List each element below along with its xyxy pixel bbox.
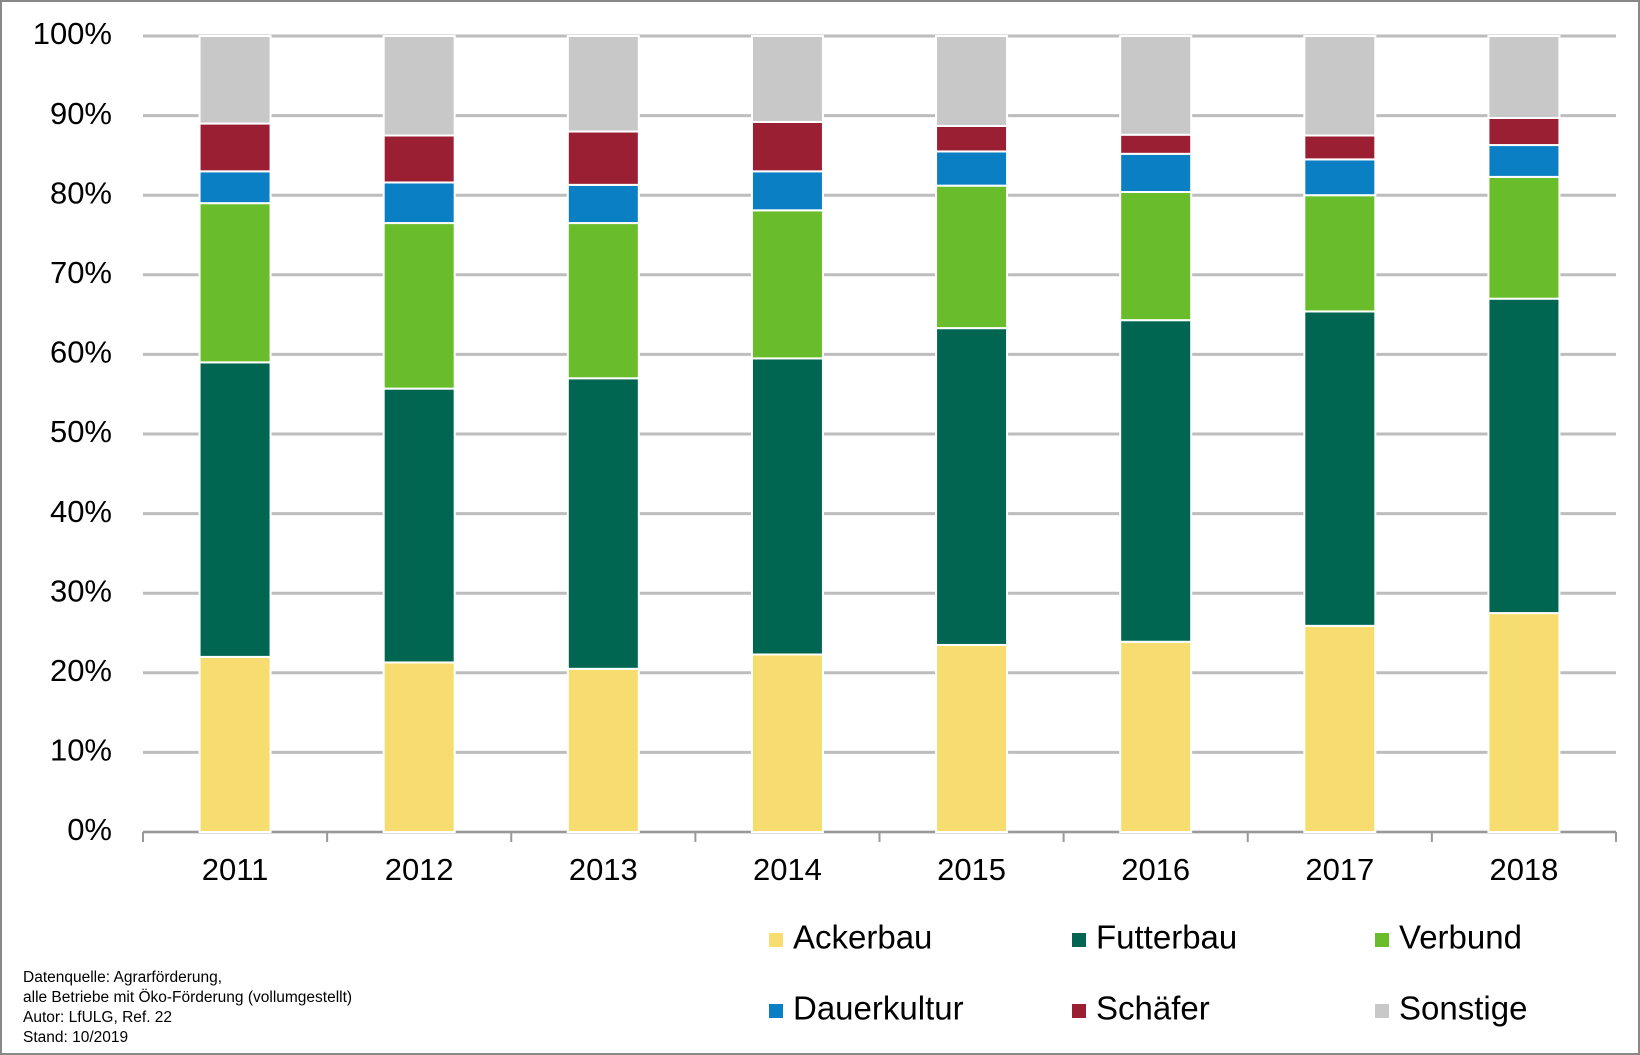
source-note: Datenquelle: Agrarförderung, (23, 969, 222, 986)
bar-segment (566, 667, 640, 833)
x-tick-label: 2018 (1489, 852, 1558, 887)
bar-segment (382, 181, 456, 225)
legend-label: Verbund (1399, 919, 1522, 956)
y-tick-label: 60% (50, 335, 112, 370)
legend-swatch (1072, 1004, 1086, 1018)
y-tick-label: 10% (50, 733, 112, 768)
bar-segment (750, 170, 824, 212)
bar-segment (935, 150, 1009, 187)
bar-segment (382, 387, 456, 664)
legend-swatch (1375, 933, 1389, 947)
legend-swatch (769, 1004, 783, 1018)
bar-segment (1487, 116, 1561, 147)
y-tick-label: 40% (50, 494, 112, 529)
x-tick-label: 2011 (202, 852, 269, 887)
bar-segment (935, 124, 1009, 153)
bar-segment (382, 222, 456, 390)
bar-segment (198, 655, 272, 833)
bar-segment (1119, 35, 1193, 136)
bar-segment (1119, 319, 1193, 643)
bar-segment (566, 183, 640, 225)
bar-segment (1119, 152, 1193, 194)
bar-segment (382, 35, 456, 137)
bar-segment (750, 209, 824, 360)
bar-segment (1487, 612, 1561, 833)
legend-swatch (1375, 1004, 1389, 1018)
bar-segment (198, 122, 272, 173)
legend-label: Futterbau (1096, 919, 1237, 956)
bar-segment (1487, 297, 1561, 615)
bar-segment (1119, 133, 1193, 155)
bar-segment (1487, 144, 1561, 178)
bar-segment (1303, 134, 1377, 161)
y-tick-label: 0% (67, 812, 112, 847)
y-tick-label: 70% (50, 255, 112, 290)
bar-segment (1487, 175, 1561, 300)
x-tick-label: 2016 (1121, 852, 1190, 887)
bar-segment (935, 35, 1009, 127)
legend-label: Schäfer (1096, 990, 1210, 1027)
y-tick-label: 20% (50, 653, 112, 688)
bar-segment (750, 357, 824, 656)
bar-segment (1487, 35, 1561, 119)
legend-label: Ackerbau (793, 919, 932, 956)
bar-segment (566, 377, 640, 670)
bar-segment (382, 661, 456, 834)
y-tick-label: 90% (50, 96, 112, 131)
bar-segment (1303, 194, 1377, 313)
bar-segment (566, 130, 640, 186)
bar-segment (935, 184, 1009, 330)
x-tick-label: 2015 (937, 852, 1006, 887)
bar-segment (382, 134, 456, 184)
bar-segment (1119, 191, 1193, 322)
bar-segment (198, 35, 272, 125)
bar-segment (1303, 35, 1377, 137)
y-tick-label: 30% (50, 573, 112, 608)
source-note: Stand: 10/2019 (23, 1029, 128, 1046)
legend-label: Sonstige (1399, 990, 1527, 1027)
x-tick-label: 2013 (569, 852, 638, 887)
bar-segment (1303, 624, 1377, 833)
bar-segment (935, 327, 1009, 646)
y-tick-label: 80% (50, 175, 112, 210)
bar-segment (198, 170, 272, 205)
bar-segment (566, 35, 640, 133)
source-note: Autor: LfULG, Ref. 22 (23, 1009, 172, 1026)
bar-segment (750, 653, 824, 833)
y-tick-label: 100% (33, 16, 112, 51)
bar-segment (1119, 640, 1193, 833)
bar-segment (750, 120, 824, 173)
bar-segment (198, 361, 272, 658)
y-tick-label: 50% (50, 414, 112, 449)
bar-segment (1303, 310, 1377, 627)
bar-segment (198, 202, 272, 364)
bar-segment (750, 35, 824, 123)
x-tick-label: 2017 (1305, 852, 1374, 887)
x-tick-label: 2012 (385, 852, 454, 887)
bar-segment (566, 222, 640, 380)
source-note: alle Betriebe mit Öko-Förderung (vollumg… (23, 988, 352, 1006)
bar-segment (935, 643, 1009, 833)
legend-swatch (1072, 933, 1086, 947)
legend-swatch (769, 933, 783, 947)
bar-segment (1303, 158, 1377, 197)
x-tick-label: 2014 (753, 852, 822, 887)
legend-label: Dauerkultur (793, 990, 964, 1027)
